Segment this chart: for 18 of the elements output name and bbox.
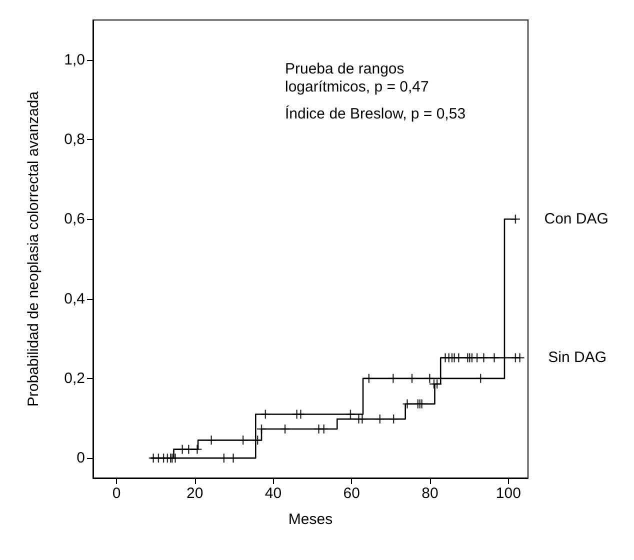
y-tick-label: 1,0 <box>64 51 85 68</box>
y-tick-label: 0,4 <box>64 290 85 308</box>
series-label: Con DAG <box>544 210 608 228</box>
x-tick-label: 60 <box>343 485 360 502</box>
x-axis-title: Meses <box>288 511 333 528</box>
annotation: Prueba de rangos logarítmicos, p = 0,47 <box>285 60 429 96</box>
series-label: Sin DAG <box>548 349 607 366</box>
y-tick-label: 0 <box>76 450 85 467</box>
y-tick-label: 0,8 <box>64 130 85 148</box>
x-tick-label: 40 <box>264 485 282 502</box>
x-tick-label: 100 <box>496 485 521 502</box>
y-tick-label: 0,2 <box>64 370 85 387</box>
x-tick-label: 0 <box>112 485 121 502</box>
y-tick-label: 0,6 <box>64 210 85 228</box>
x-tick-label: 80 <box>422 485 438 502</box>
annotation: Índice de Breslow, p = 0,53 <box>285 104 466 122</box>
x-tick-label: 20 <box>186 485 204 502</box>
y-axis-title: Probabilidad de neoplasia colorrectal avanzada <box>25 90 42 407</box>
